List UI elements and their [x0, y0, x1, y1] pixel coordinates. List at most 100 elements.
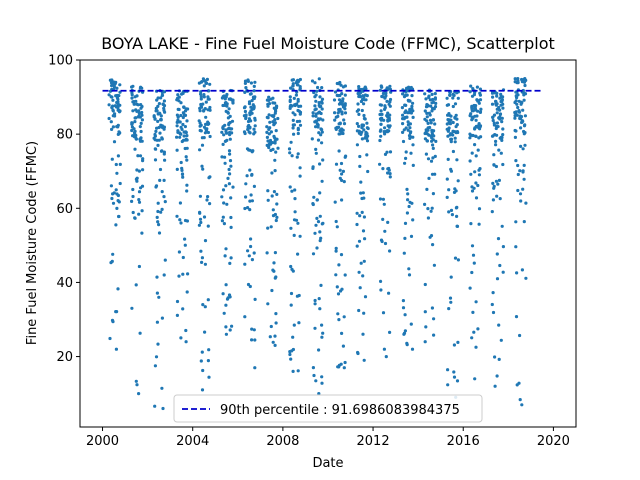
scatter-point	[204, 127, 208, 131]
scatter-point	[115, 86, 119, 90]
scatter-point	[137, 212, 141, 216]
scatter-point	[155, 275, 159, 279]
scatter-point	[523, 143, 527, 147]
data-points	[107, 77, 528, 411]
scatter-point	[111, 252, 115, 256]
plot-frame	[79, 59, 577, 428]
y-tick-label: 100	[48, 54, 73, 69]
scatter-point	[199, 102, 203, 107]
scatter-point	[362, 311, 366, 315]
scatter-point	[116, 103, 120, 107]
scatter-point	[110, 127, 114, 131]
scatter-point	[341, 99, 345, 103]
scatter-point	[317, 77, 321, 81]
scatter-point	[184, 328, 188, 333]
scatter-point	[470, 189, 475, 193]
scatter-point	[410, 94, 414, 98]
scatter-point	[199, 220, 203, 225]
scatter-point	[156, 143, 160, 147]
scatter-point	[229, 256, 233, 260]
scatter-point	[271, 268, 275, 272]
scatter-point	[155, 109, 159, 113]
scatter-point	[358, 214, 362, 218]
scatter-point	[183, 243, 187, 247]
scatter-point	[136, 103, 140, 107]
scatter-point	[446, 157, 450, 161]
scatter-point	[408, 126, 412, 130]
scatter-point	[479, 107, 483, 111]
scatter-point	[334, 127, 338, 131]
scatter-point	[253, 116, 257, 120]
scatter-point	[243, 206, 247, 211]
scatter-point	[494, 102, 498, 106]
scatter-point	[468, 286, 472, 290]
scatter-point	[224, 303, 228, 307]
scatter-point	[495, 194, 499, 198]
scatter-point	[341, 97, 345, 101]
scatter-point	[386, 111, 390, 115]
scatter-point	[296, 252, 300, 256]
scatter-point	[406, 198, 410, 202]
scatter-point	[205, 198, 209, 202]
scatter-point	[288, 352, 292, 357]
scatter-point	[477, 136, 481, 140]
scatter-point	[156, 220, 160, 224]
scatter-point	[449, 208, 454, 212]
scatter-point	[318, 95, 322, 99]
scatter-point	[362, 116, 366, 121]
scatter-point	[358, 164, 362, 168]
scatter-point	[516, 81, 520, 85]
scatter-point	[290, 78, 294, 82]
scatter-point	[447, 188, 451, 192]
scatter-point	[338, 121, 342, 125]
scatter-point	[180, 127, 184, 131]
scatter-point	[199, 92, 203, 96]
scatter-point	[273, 158, 277, 162]
scatter-point	[474, 154, 478, 158]
scatter-point	[118, 162, 122, 166]
scatter-point	[243, 79, 248, 83]
scatter-point	[470, 118, 474, 122]
scatter-point	[492, 153, 496, 157]
scatter-point	[153, 117, 157, 121]
scatter-point	[113, 114, 117, 118]
x-axis-label: Date	[312, 456, 343, 471]
scatter-point	[455, 379, 460, 383]
scatter-point	[223, 161, 227, 165]
scatter-point	[477, 101, 481, 105]
scatter-point	[265, 115, 269, 119]
scatter-point	[337, 149, 341, 153]
scatter-point	[433, 172, 437, 176]
scatter-point	[501, 106, 505, 110]
scatter-point	[338, 80, 342, 85]
scatter-point	[248, 125, 252, 129]
scatter-point	[472, 261, 476, 265]
scatter-point	[342, 180, 346, 184]
scatter-point	[498, 108, 502, 112]
scatter-point	[381, 95, 385, 99]
scatter-point	[341, 105, 345, 109]
scatter-point	[220, 155, 224, 159]
scatter-point	[223, 254, 227, 258]
scatter-point	[524, 78, 528, 82]
scatter-point	[178, 135, 182, 139]
scatter-point	[153, 404, 157, 408]
scatter-point	[497, 116, 501, 120]
scatter-point	[491, 181, 495, 185]
scatter-point	[292, 233, 296, 237]
scatter-point	[518, 333, 522, 338]
scatter-point	[185, 134, 189, 138]
scatter-point	[296, 128, 300, 132]
scatter-point	[141, 168, 145, 172]
scatter-point	[402, 251, 406, 255]
scatter-point	[471, 310, 475, 314]
scatter-point	[445, 195, 449, 199]
scatter-point	[404, 93, 408, 97]
scatter-point	[248, 92, 252, 96]
scatter-point	[252, 251, 256, 255]
scatter-point	[383, 95, 387, 99]
scatter-point	[401, 130, 405, 134]
y-tick-label: 80	[56, 128, 73, 143]
scatter-point	[137, 169, 141, 173]
scatter-point	[207, 176, 211, 180]
